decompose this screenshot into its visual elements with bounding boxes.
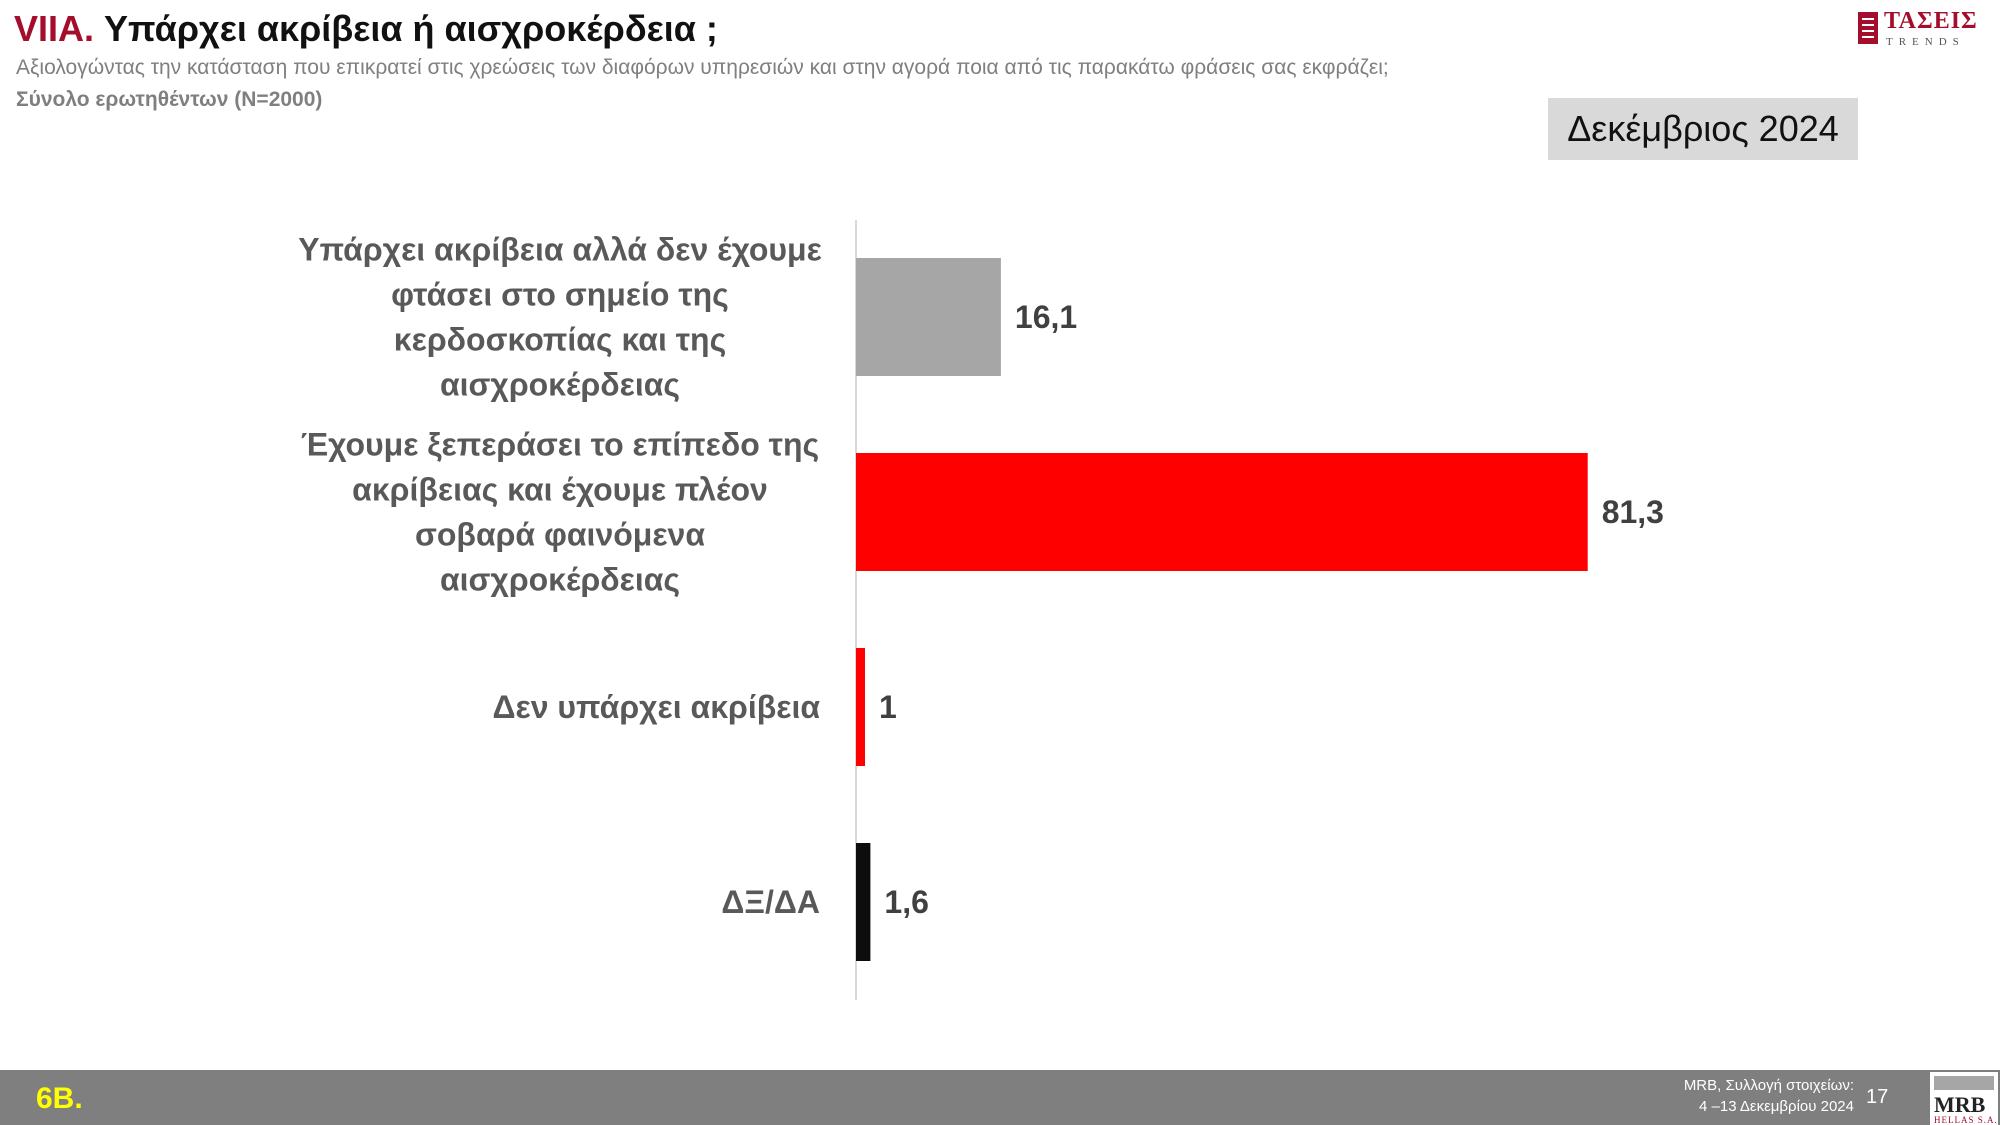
category-label-line: κερδοσκοπίας και της xyxy=(394,322,726,358)
value-label-1: 16,1 xyxy=(1015,299,1077,335)
mrb-logo-bar xyxy=(1934,1076,1994,1090)
logo-mark-icon xyxy=(1858,12,1878,44)
slide-code: 6Β. xyxy=(36,1082,83,1115)
logo-name: ΤΑΣΕΙΣ xyxy=(1884,8,1978,34)
category-label-line: αισχροκέρδειας xyxy=(440,562,680,598)
mrb-logo-text: MRB xyxy=(1934,1092,1986,1117)
category-label-1: Υπάρχει ακρίβεια αλλά δεν έχουμε φτάσει σ… xyxy=(298,232,822,403)
source-line-1: MRB, Συλλογή στοιχείων: xyxy=(1683,1077,1854,1094)
bar-2 xyxy=(856,453,1588,571)
page-title: VIIA. Υπάρχει ακρίβεια ή αισχροκέρδεια ; xyxy=(14,8,718,50)
bar-3 xyxy=(856,648,865,766)
footer-bar: 6Β. MRB, Συλλογή στοιχείων: 4 –13 Δεκεμβ… xyxy=(0,1070,2000,1125)
bar-chart: Υπάρχει ακρίβεια αλλά δεν έχουμε φτάσει σ… xyxy=(298,220,1664,1000)
page-number: 17 xyxy=(1866,1086,1889,1108)
category-label-4: ΔΞ/ΔΑ xyxy=(721,884,820,920)
date-badge: Δεκέμβριος 2024 xyxy=(1548,98,1858,160)
category-label-line: Δεν υπάρχει ακρίβεια xyxy=(493,689,821,725)
question-subtitle: Αξιολογώντας την κατάσταση που επικρατεί… xyxy=(16,56,1389,79)
value-label-3: 1 xyxy=(879,689,897,725)
category-label-3: Δεν υπάρχει ακρίβεια xyxy=(493,689,821,725)
category-label-line: Υπάρχει ακρίβεια αλλά δεν έχουμε xyxy=(298,232,822,268)
tasseis-trends-logo: ΤΑΣΕΙΣ TRENDS xyxy=(1858,8,1988,48)
category-label-line: ακρίβειας και έχουμε πλέον xyxy=(352,472,768,508)
bar-1 xyxy=(856,258,1001,376)
title-prefix: VIIA. xyxy=(14,8,95,49)
mrb-logo: MRB HELLAS S.A. xyxy=(1930,1072,1998,1125)
value-label-4: 1,6 xyxy=(884,884,928,920)
category-label-line: αισχροκέρδειας xyxy=(440,367,680,403)
category-label-line: Έχουμε ξεπεράσει το επίπεδο της xyxy=(301,427,819,463)
logo-subtitle: TRENDS xyxy=(1886,36,1965,48)
category-label-line: σοβαρά φαινόμενα xyxy=(415,517,705,553)
bar-4 xyxy=(856,843,871,961)
category-label-line: φτάσει στο σημείο της xyxy=(391,277,729,313)
title-text: Υπάρχει ακρίβεια ή αισχροκέρδεια ; xyxy=(104,8,718,49)
category-label-2: Έχουμε ξεπεράσει το επίπεδο της ακρίβειας… xyxy=(301,427,819,598)
category-label-line: ΔΞ/ΔΑ xyxy=(721,884,820,920)
sample-size-note: Σύνολο ερωτηθέντων (N=2000) xyxy=(16,88,323,111)
source-line-2: 4 –13 Δεκεμβρίου 2024 xyxy=(1699,1098,1854,1115)
source-note: MRB, Συλλογή στοιχείων: 4 –13 Δεκεμβρίου… xyxy=(1684,1075,1854,1117)
value-label-2: 81,3 xyxy=(1602,494,1664,530)
mrb-logo-subtext: HELLAS S.A. xyxy=(1934,1115,1998,1125)
